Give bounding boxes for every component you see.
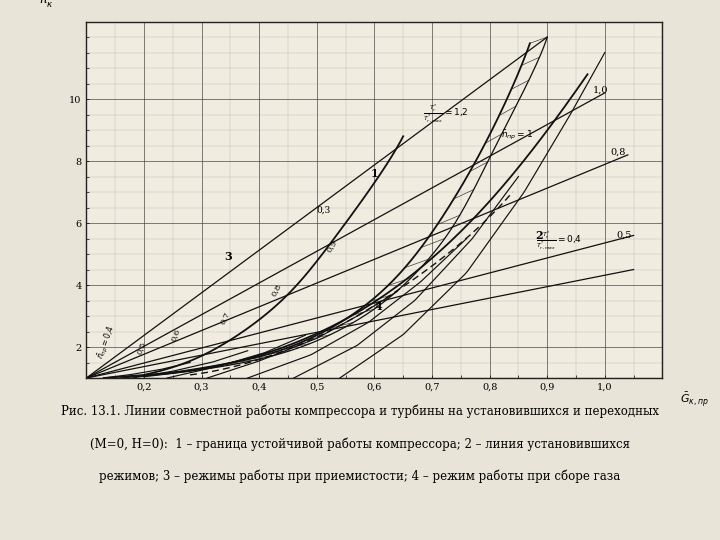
Text: (М=0, Н=0):  1 – граница устойчивой работы компрессора; 2 – линия установившихся: (М=0, Н=0): 1 – граница устойчивой работ… [90,437,630,451]
Text: $\pi^{*}_{\kappa}$: $\pi^{*}_{\kappa}$ [39,0,53,11]
Text: 1,0: 1,0 [593,85,609,94]
Text: режимов; 3 – режимы работы при приемистости; 4 – режим работы при сборе газа: режимов; 3 – режимы работы при приемисто… [99,470,621,483]
Text: 1: 1 [371,167,378,179]
Text: 2: 2 [536,230,544,240]
Text: 0,3: 0,3 [317,206,331,215]
Text: 0,7: 0,7 [218,310,231,325]
Text: $\frac{T^{*}_{г}}{T^{*}_{г,max}}=0{,}4$: $\frac{T^{*}_{г}}{T^{*}_{г,max}}=0{,}4$ [536,230,582,251]
Text: 0,8: 0,8 [270,282,283,298]
Text: $\frac{T^{*}_{г}}{T^{*}_{г,max}}=1{,}2$: $\frac{T^{*}_{г}}{T^{*}_{г,max}}=1{,}2$ [423,102,469,124]
Text: 0,8: 0,8 [611,147,626,156]
Text: $\bar{G}_{\kappa,пр}$: $\bar{G}_{\kappa,пр}$ [680,390,708,409]
Text: Рис. 13.1. Линии совместной работы компрессора и турбины на установившихся и пер: Рис. 13.1. Линии совместной работы компр… [61,405,659,418]
Text: 0,5: 0,5 [135,341,147,356]
Text: $\bar{n}_{пр}=1$: $\bar{n}_{пр}=1$ [501,130,534,143]
Text: 4: 4 [374,301,382,312]
Text: 0,6: 0,6 [169,327,182,342]
Text: 0,9: 0,9 [324,239,338,254]
Text: $\bar{n}_{пр}=0{,}4$: $\bar{n}_{пр}=0{,}4$ [94,323,119,361]
Text: 0,5: 0,5 [616,231,631,240]
Text: 3: 3 [225,251,233,262]
